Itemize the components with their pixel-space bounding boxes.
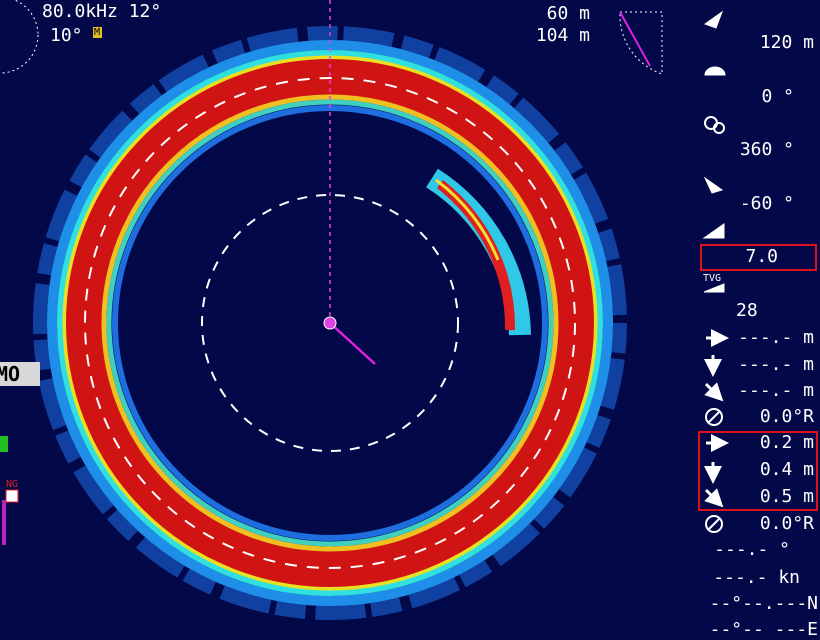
range-ring bbox=[201, 194, 459, 452]
marker-horizontal: 0.2 m bbox=[759, 432, 814, 453]
panel-icons bbox=[702, 10, 729, 533]
tvg: 28 bbox=[736, 300, 758, 321]
marker-slant: 0.5 m bbox=[759, 486, 814, 507]
marker-depth: 0.4 m bbox=[759, 459, 814, 480]
tilt-angle: 10° bbox=[50, 25, 83, 46]
status-tab bbox=[0, 436, 8, 452]
mode-icon-label: M bbox=[94, 27, 101, 38]
mode-icon bbox=[93, 27, 102, 38]
ship-marker bbox=[323, 316, 337, 330]
longitude: --°-- ---E bbox=[709, 619, 818, 640]
sector: 360 ° bbox=[739, 139, 794, 160]
gain-highlight bbox=[700, 244, 817, 271]
marker-highlight bbox=[698, 431, 818, 511]
tvg-label: TVG bbox=[703, 273, 722, 284]
latitude: --°--.---N bbox=[709, 593, 818, 614]
tilt-line bbox=[329, 322, 376, 365]
mode-tab bbox=[0, 362, 40, 386]
ng-label: NG bbox=[6, 479, 19, 490]
frequency: 80.0kHz 12° bbox=[42, 1, 162, 22]
target-slant: ---.- m bbox=[738, 380, 814, 401]
range-horizontal: 60 m bbox=[546, 3, 590, 24]
target-horizontal: ---.- m bbox=[738, 327, 814, 348]
tilt-indicator bbox=[0, 0, 39, 74]
sector-line bbox=[619, 11, 651, 67]
marker-bearing: 0.0°R bbox=[759, 513, 814, 534]
target-depth: ---.- m bbox=[738, 354, 814, 375]
range-ring bbox=[84, 77, 576, 569]
speed: ---.- kn bbox=[713, 567, 800, 588]
target-bearing: 0.0°R bbox=[759, 406, 814, 427]
range-slant: 104 m bbox=[535, 25, 590, 46]
bearing: 0 ° bbox=[761, 86, 794, 107]
mode-label: MO bbox=[0, 362, 21, 386]
tilt: -60 ° bbox=[739, 193, 794, 214]
gain: 7.0 bbox=[745, 246, 778, 267]
heading: ---.- ° bbox=[714, 539, 790, 560]
ng-icon bbox=[5, 489, 19, 503]
range: 120 m bbox=[759, 32, 814, 53]
